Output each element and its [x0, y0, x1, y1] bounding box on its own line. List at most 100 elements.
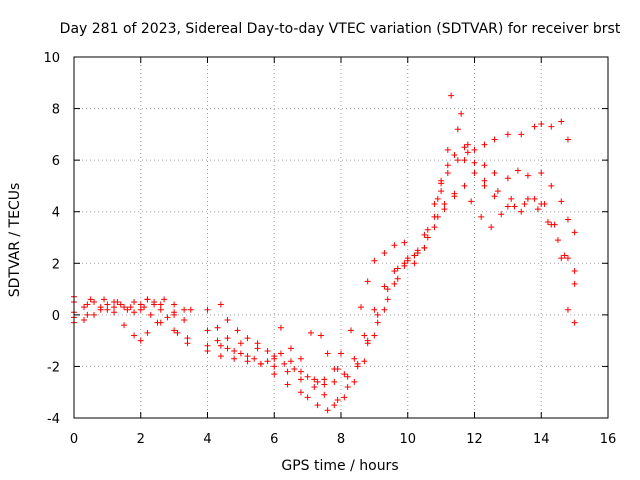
data-point [131, 298, 138, 305]
data-point [277, 350, 284, 357]
x-tick-label: 8 [337, 432, 345, 447]
data-point [381, 306, 388, 313]
data-point [564, 136, 571, 143]
data-point [124, 306, 131, 313]
data-point [311, 384, 318, 391]
data-point [264, 347, 271, 354]
data-point [338, 350, 344, 357]
data-point [204, 306, 211, 313]
data-point [411, 252, 418, 259]
data-point [154, 319, 161, 326]
data-point [84, 301, 91, 308]
data-point [538, 170, 545, 177]
data-point [224, 345, 231, 352]
data-point [371, 306, 378, 313]
data-point [174, 329, 181, 336]
data-point [374, 319, 381, 326]
data-point [157, 306, 164, 313]
data-point [434, 195, 441, 202]
data-point [384, 286, 391, 293]
data-point [237, 350, 244, 357]
data-point [481, 162, 488, 169]
data-point [394, 275, 401, 282]
data-point [384, 296, 391, 303]
data-point [514, 167, 521, 174]
data-point [101, 296, 108, 303]
data-point [137, 306, 144, 313]
data-point [254, 340, 261, 347]
data-point [504, 203, 511, 210]
data-point [431, 200, 438, 207]
data-point [171, 311, 178, 318]
data-point [214, 324, 221, 331]
y-axis-label: SDTVAR / TECUs [7, 183, 23, 298]
data-point [84, 311, 91, 318]
data-point [151, 298, 158, 305]
data-point [204, 327, 211, 334]
data-point [297, 355, 304, 362]
x-tick-label: 2 [137, 432, 145, 447]
data-point [444, 146, 451, 153]
data-point [314, 402, 321, 409]
data-point [224, 335, 231, 342]
data-point [421, 231, 428, 238]
chart-title: Day 281 of 2023, Sidereal Day-to-day VTE… [60, 21, 621, 37]
data-point [81, 317, 88, 324]
x-tick-label: 4 [203, 432, 211, 447]
data-point [224, 317, 231, 324]
data-point [171, 327, 178, 334]
data-point [491, 136, 498, 143]
data-point [564, 216, 571, 223]
data-point [344, 384, 351, 391]
data-point [404, 257, 411, 264]
x-tick-label: 16 [600, 432, 617, 447]
data-point [471, 170, 478, 177]
data-point [558, 118, 565, 125]
data-point [297, 376, 304, 383]
data-point [441, 200, 448, 207]
data-point [297, 389, 304, 396]
data-point [518, 131, 525, 138]
data-point [438, 177, 445, 184]
data-point [231, 355, 238, 362]
data-point [311, 376, 318, 383]
data-point [91, 311, 98, 318]
series-track-2 [71, 151, 578, 409]
data-point [524, 172, 531, 179]
data-point [304, 373, 311, 380]
data-point [424, 234, 431, 241]
data-point [314, 378, 321, 385]
data-point [558, 255, 565, 262]
data-point [538, 121, 545, 128]
data-point [217, 353, 224, 360]
data-point [331, 402, 338, 409]
y-tick-label: -4 [47, 412, 60, 427]
data-point [284, 368, 291, 375]
data-point [217, 301, 224, 308]
data-point [264, 358, 271, 365]
data-point [471, 159, 478, 166]
data-point [518, 208, 525, 215]
x-tick-label: 0 [70, 432, 78, 447]
data-point [284, 381, 291, 388]
data-point [358, 304, 365, 311]
y-tick-label: 6 [52, 154, 60, 169]
data-point [137, 301, 144, 308]
data-point [144, 329, 151, 336]
data-point [271, 371, 278, 378]
series-track-5 [71, 110, 578, 380]
data-point [471, 146, 478, 153]
data-point [521, 200, 528, 207]
data-point [491, 170, 498, 177]
data-point [394, 265, 401, 272]
data-point [234, 327, 241, 334]
data-point [187, 306, 194, 313]
data-point [164, 314, 171, 321]
data-point [111, 309, 118, 316]
data-point [321, 381, 328, 388]
data-point [127, 304, 134, 311]
data-point [571, 319, 578, 326]
data-point [491, 193, 498, 200]
data-point [307, 329, 314, 336]
